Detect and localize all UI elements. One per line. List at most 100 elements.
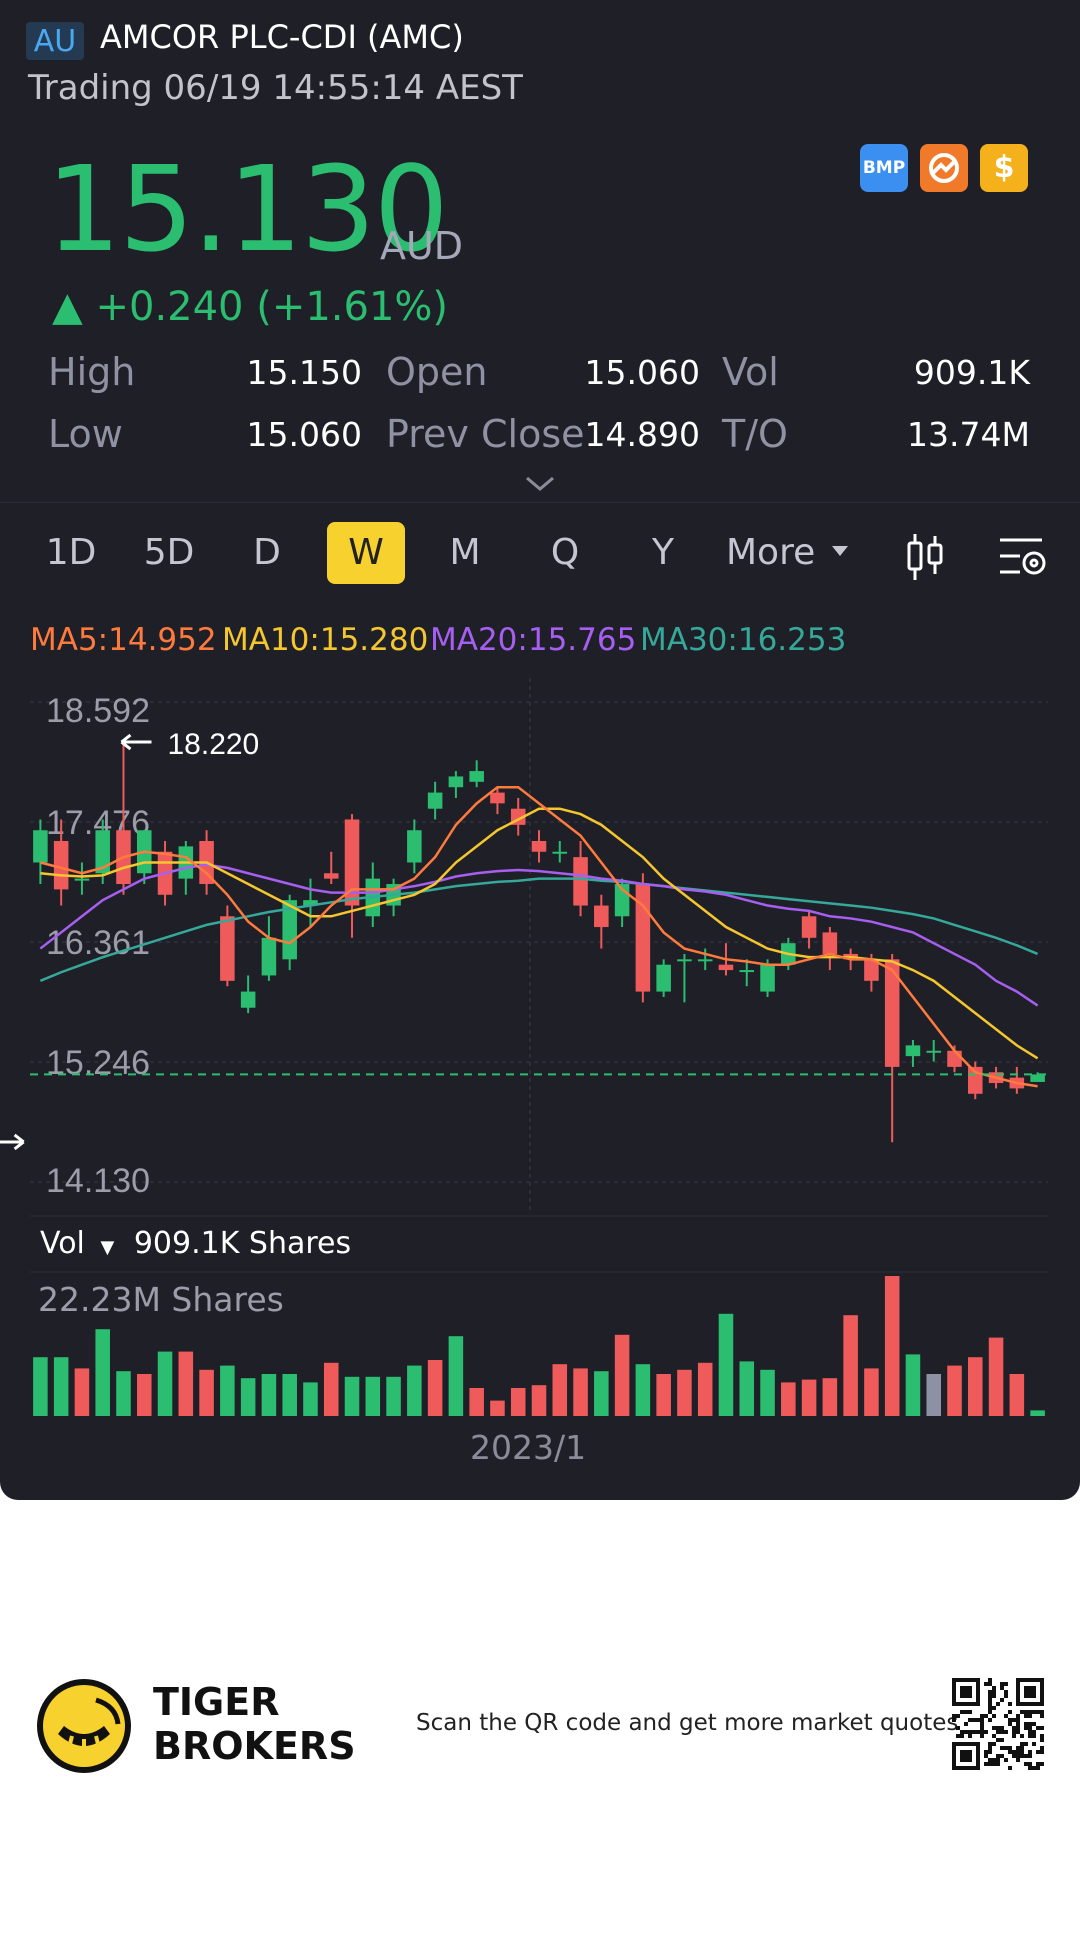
volume-bar: [282, 1374, 297, 1416]
ma20-label: MA20:15.765: [430, 622, 637, 658]
tab-q[interactable]: Q: [550, 532, 580, 573]
vol-current-value: 909.1K Shares: [133, 1226, 352, 1261]
volume-bar: [677, 1369, 692, 1416]
candle-body: [469, 771, 484, 782]
trend-badge-icon[interactable]: [920, 144, 968, 192]
candle-body: [905, 1045, 921, 1057]
y-tick-label: 18.592: [46, 692, 150, 730]
high-annotation: 18.220: [167, 728, 259, 761]
trading-status: Trading 06/19 14:55:14 AEST: [28, 68, 523, 108]
tab-more[interactable]: More: [726, 532, 816, 573]
candle-body: [220, 916, 235, 981]
candle-body: [448, 776, 464, 788]
ma10-label: MA10:15.280: [222, 622, 429, 658]
candle-body: [282, 900, 297, 960]
qr-cta-text: Scan the QR code and get more market quo…: [416, 1710, 959, 1736]
volume-bar: [157, 1351, 173, 1416]
volume-bar: [33, 1357, 48, 1416]
low-value: 15.060: [246, 415, 362, 454]
volume-bar: [697, 1362, 713, 1416]
volume-bar: [136, 1374, 152, 1416]
brand-name-line2: BROKERS: [153, 1724, 356, 1768]
candle-body: [552, 851, 568, 854]
currency-label: AUD: [380, 224, 464, 268]
volume-bar: [531, 1385, 547, 1416]
volume-bar: [760, 1369, 775, 1416]
candle-body: [801, 916, 817, 938]
bmp-badge-icon[interactable]: BMP: [860, 144, 908, 192]
vol-max-label: 22.23M Shares: [38, 1280, 284, 1319]
tab-w[interactable]: W: [327, 522, 405, 584]
volume-bar: [469, 1388, 484, 1416]
volume-bar: [220, 1365, 235, 1416]
volume-bar: [53, 1357, 69, 1416]
trend-icon: [929, 153, 959, 183]
ma30-line: [39, 877, 1039, 982]
volume-bar: [822, 1378, 838, 1416]
candle-body: [427, 792, 443, 809]
candle-body: [261, 937, 277, 976]
candle-body: [739, 970, 755, 973]
candle-body: [656, 964, 671, 992]
volume-bar: [552, 1364, 568, 1416]
volume-bar: [323, 1362, 339, 1416]
low-label: Low: [48, 412, 123, 456]
candle-body: [947, 1050, 962, 1067]
dividend-badge-icon[interactable]: $: [980, 144, 1028, 192]
volume-bar: [801, 1379, 817, 1416]
candle-body: [33, 830, 48, 863]
vol-selector[interactable]: Vol ▼ 909.1K Shares: [40, 1226, 351, 1261]
candle-body: [697, 959, 713, 962]
volume-bar: [781, 1382, 796, 1416]
candle-body: [677, 959, 692, 962]
tab-1d[interactable]: 1D: [45, 532, 97, 573]
high-arrow-icon: [120, 733, 152, 751]
volume-bar: [594, 1371, 609, 1416]
candle-body: [407, 830, 422, 863]
volume-bar: [365, 1376, 381, 1416]
candle-body: [240, 991, 256, 1008]
volume-bar: [1009, 1374, 1025, 1416]
volume-bar: [448, 1336, 464, 1416]
tab-5d[interactable]: 5D: [143, 532, 195, 573]
market-badge: AU: [26, 22, 84, 60]
volume-bar: [905, 1354, 921, 1416]
tab-y[interactable]: Y: [652, 532, 674, 573]
volume-bar: [74, 1368, 90, 1416]
volume-bar: [199, 1369, 214, 1416]
y-tick-label: 16.361: [46, 924, 150, 962]
volume-bar: [968, 1357, 983, 1416]
high-value: 15.150: [246, 353, 362, 392]
volume-bar: [843, 1315, 858, 1416]
volume-bar: [303, 1382, 318, 1416]
volume-bar: [718, 1313, 734, 1416]
volume-bar: [240, 1378, 256, 1416]
tab-d[interactable]: D: [253, 532, 281, 573]
volume-bar: [739, 1361, 755, 1416]
candle-body: [926, 1050, 942, 1053]
volume-bar: [614, 1334, 630, 1416]
qr-code-icon[interactable]: [952, 1678, 1044, 1770]
high-label: High: [48, 350, 136, 394]
volume-bar: [573, 1368, 588, 1416]
candle-body: [303, 900, 318, 906]
divider: [0, 502, 1080, 503]
y-tick-label: 14.130: [46, 1162, 150, 1200]
volume-bar: [490, 1400, 505, 1416]
volume-bar: [178, 1351, 194, 1416]
ma20-line: [39, 863, 1039, 1007]
tab-m[interactable]: M: [449, 532, 481, 573]
candle-body: [718, 964, 734, 971]
volume-bar: [1030, 1410, 1045, 1416]
candle-body: [323, 873, 339, 879]
candle-body: [864, 959, 879, 981]
candle-body: [53, 840, 69, 890]
candle-body: [1030, 1074, 1045, 1082]
volume-bar: [510, 1388, 526, 1416]
ma30-label: MA30:16.253: [640, 622, 847, 658]
ma5-line: [40, 785, 1038, 1088]
candle-body: [531, 840, 547, 852]
prev-close-value: 14.890: [584, 415, 700, 454]
expand-chevron-icon[interactable]: [526, 476, 554, 491]
